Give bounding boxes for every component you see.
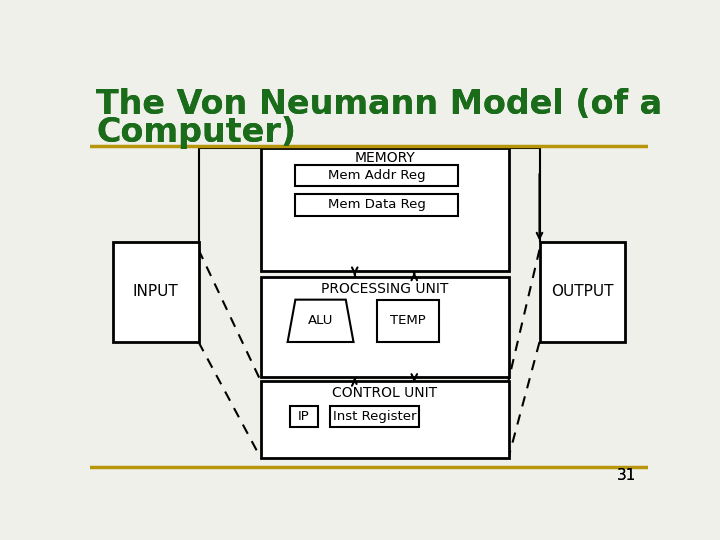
Bar	[539, 242, 625, 342]
Bar	[377, 300, 438, 342]
Text: ALU: ALU	[308, 314, 333, 327]
Text: MEMORY: MEMORY	[354, 151, 415, 165]
Text: 31: 31	[617, 468, 636, 483]
Text: OUTPUT: OUTPUT	[551, 285, 613, 300]
Text: Mem Addr Reg: Mem Addr Reg	[328, 169, 426, 182]
Text: Inst Register: Inst Register	[333, 410, 417, 423]
Text: INPUT: INPUT	[133, 285, 179, 300]
Text: Computer): Computer)	[96, 116, 296, 149]
Bar	[261, 276, 508, 377]
Text: The Von Neumann Model (of a: The Von Neumann Model (of a	[96, 89, 662, 122]
Text: PROCESSING UNIT: PROCESSING UNIT	[321, 282, 448, 296]
Bar	[290, 406, 318, 428]
Bar	[295, 165, 458, 186]
Text: CONTROL UNIT: CONTROL UNIT	[332, 386, 437, 400]
Bar	[295, 194, 458, 215]
Text: TEMP: TEMP	[390, 314, 426, 327]
Text: 31: 31	[617, 468, 636, 483]
Bar	[261, 148, 508, 271]
Text: The Von Neumann Model (of a: The Von Neumann Model (of a	[96, 89, 662, 122]
Bar	[113, 242, 199, 342]
Text: Mem Data Reg: Mem Data Reg	[328, 198, 426, 212]
Bar	[330, 406, 419, 428]
Text: IP: IP	[298, 410, 310, 423]
Text: Computer): Computer)	[96, 116, 296, 149]
Bar	[261, 381, 508, 457]
Polygon shape	[287, 300, 354, 342]
